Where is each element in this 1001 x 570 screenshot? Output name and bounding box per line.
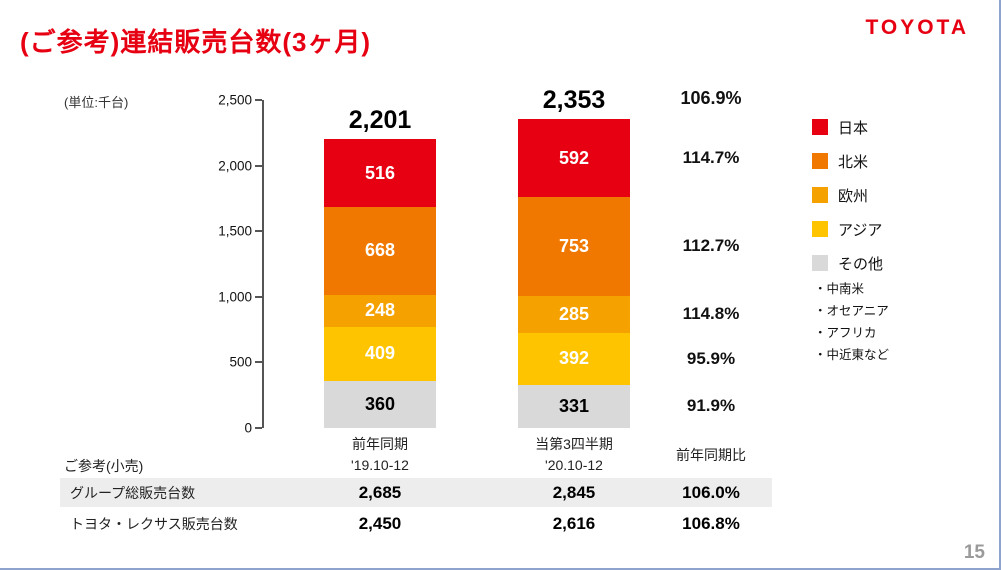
bar-segment-north-america: 668 (324, 206, 436, 295)
bar-segment-europe: 285 (518, 295, 630, 334)
y-axis-label: 0 (244, 420, 252, 436)
y-axis-label: 2,000 (218, 158, 252, 174)
period-dates: '19.10-12 (351, 457, 409, 473)
toyota-logo: TOYOTA (865, 16, 969, 39)
y-axis-tick (255, 295, 262, 298)
period-name: 当第3四半期 (535, 436, 613, 452)
yoy-segment-north-america: 112.7% (682, 236, 740, 256)
retail-row-label: グループ総販売台数 (70, 484, 196, 501)
bar-segment-japan: 592 (518, 119, 630, 197)
yoy-segment-japan: 114.7% (682, 148, 740, 168)
yoy-total: 106.9% (680, 88, 742, 109)
legend-label: 日本 (838, 119, 869, 137)
period-name: 前年同期 (352, 436, 408, 452)
retail-row-value: 2,685 (358, 482, 402, 502)
legend-label: その他 (838, 255, 884, 273)
yoy-column-header: 前年同期比 (676, 447, 746, 463)
bar-total-label: 2,201 (348, 106, 412, 135)
bar-segment-japan: 516 (324, 139, 436, 207)
retail-row-value: 2,845 (552, 482, 596, 502)
retail-row-value: 106.0% (682, 482, 740, 502)
period-dates: '20.10-12 (545, 457, 603, 473)
bar-segment-asia: 409 (324, 327, 436, 381)
legend-swatch-japan (812, 119, 828, 135)
unit-label: (単位:千台) (64, 95, 129, 110)
y-axis-label: 500 (229, 354, 252, 370)
legend-swatch-north-america (812, 153, 828, 169)
stacked-bar-chart: 2,500 2,000 1,500 1,000 500 0 516 668 248 409 360… (218, 86, 662, 436)
y-axis-label: 2,500 (218, 92, 252, 108)
y-axis-tick (255, 99, 262, 101)
legend-note: ・アフリカ (814, 326, 877, 340)
legend-note: ・中南米 (814, 282, 865, 296)
legend-swatch-others (812, 255, 828, 271)
yoy-segment-asia: 95.9% (686, 348, 736, 368)
bar-segment-europe: 248 (324, 294, 436, 328)
yoy-segment-others: 91.9% (686, 396, 736, 416)
bar-segment-others: 360 (324, 380, 436, 428)
retail-row-value: 2,616 (552, 513, 596, 533)
legend-item-japan: 日本 (812, 118, 869, 137)
retail-table-row: グループ総販売台数 2,685 2,845 106.0% (60, 478, 772, 507)
retail-row-label: トヨタ・レクサス販売台数 (70, 515, 238, 532)
page-number: 15 (963, 542, 985, 563)
legend-item-europe: 欧州 (812, 186, 869, 205)
retail-table-row: トヨタ・レクサス販売台数 2,450 2,616 106.8% (60, 509, 772, 538)
bar-total-label: 2,353 (542, 86, 606, 115)
retail-table-caption: ご参考(小売) (64, 458, 144, 474)
legend-item-others: その他 (812, 254, 884, 273)
legend-note: ・中近東など (814, 348, 890, 362)
legend-item-asia: アジア (812, 220, 883, 239)
legend-swatch-asia (812, 221, 828, 237)
legend-swatch-europe (812, 187, 828, 203)
legend-label: 北米 (838, 153, 869, 171)
y-axis-tick (255, 427, 262, 429)
legend-note: ・オセアニア (814, 304, 889, 318)
yoy-column: 106.9% 114.7% 112.7% 114.8% 95.9% 91.9% (666, 88, 756, 428)
stacked-bar-2: 592 753 285 392 331 2,353 (518, 86, 630, 428)
page-title: (ご参考)連結販売台数(3ヶ月) (20, 27, 372, 57)
legend-label: アジア (838, 221, 883, 239)
legend: 日本北米欧州アジアその他・中南米・オセアニア ・アフリカ・中近東など (812, 118, 982, 378)
bar-segment-north-america: 753 (518, 196, 630, 296)
stacked-bar-1: 516 668 248 409 360 2,201 (324, 106, 436, 428)
retail-row-value: 2,450 (358, 513, 402, 533)
retail-row-value: 106.8% (682, 513, 740, 533)
y-axis-tick (255, 164, 262, 167)
x-axis-label-1: 前年同期 '19.10-12 (300, 434, 460, 476)
y-axis-label: 1,500 (218, 223, 252, 239)
y-axis-tick (255, 361, 262, 364)
legend-item-north-america: 北米 (812, 152, 869, 171)
x-axis-label-2: 当第3四半期 '20.10-12 (494, 434, 654, 476)
bar-segment-asia: 392 (518, 333, 630, 385)
legend-label: 欧州 (838, 187, 869, 205)
y-axis-tick (255, 230, 262, 233)
bar-segment-others: 331 (518, 384, 630, 428)
y-axis-label: 1,000 (218, 289, 252, 305)
yoy-segment-europe: 114.8% (682, 304, 740, 324)
